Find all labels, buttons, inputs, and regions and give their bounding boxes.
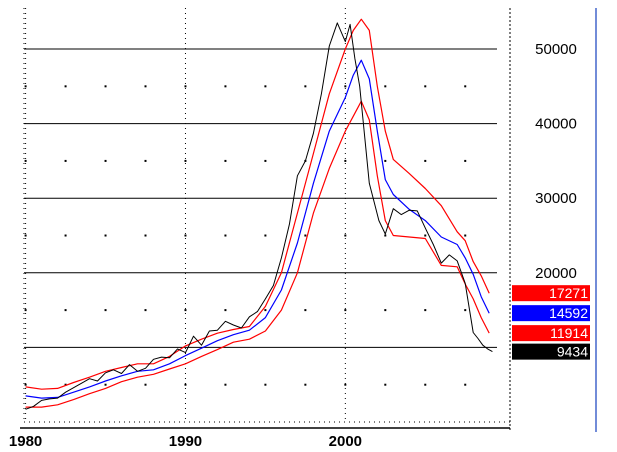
y-axis-tick-labels: 20000 30000 40000 50000 (535, 41, 577, 282)
plot-frame (20, 8, 597, 432)
minor-grid-dot (384, 85, 387, 88)
minor-grid-dot (464, 234, 467, 237)
minor-grid-dot (64, 309, 67, 312)
grid-layer (24, 8, 497, 422)
value-tag: 9434 (512, 343, 590, 360)
minor-grid-dot (464, 383, 467, 386)
minor-grid-dot (304, 234, 307, 237)
minor-grid-dot (64, 159, 67, 162)
minor-grid-dot (64, 85, 67, 88)
value-tag: 14592 (512, 305, 590, 322)
y-tick-label: 40000 (535, 116, 577, 133)
minor-grid-dot (264, 309, 267, 312)
minor-grid-dot (264, 383, 267, 386)
y-tick-label: 20000 (535, 265, 577, 282)
minor-grid-dot (424, 309, 427, 312)
x-tick-label: 1990 (169, 433, 202, 450)
series-line-0 (25, 22, 493, 410)
minor-grid-dot (184, 159, 187, 162)
minor-grid-dot (464, 159, 467, 162)
minor-grid-dot (224, 309, 227, 312)
minor-grid-dot (264, 159, 267, 162)
minor-grid-dot (344, 309, 347, 312)
y-tick-label: 50000 (535, 41, 577, 58)
minor-grid-dot (224, 383, 227, 386)
minor-grid-dot (264, 234, 267, 237)
minor-grid-dot (184, 383, 187, 386)
value-tags: 17271 14592 11914 9434 (512, 285, 590, 360)
minor-grid-dot (24, 383, 27, 386)
series-line-1 (25, 59, 490, 399)
minor-grid-dot (264, 85, 267, 88)
minor-grid-dot (24, 234, 27, 237)
minor-grid-dot (424, 383, 427, 386)
value-tag-bg (512, 285, 590, 302)
minor-grid-dot (344, 234, 347, 237)
minor-grid-dot (24, 159, 27, 162)
minor-grid-dot (304, 85, 307, 88)
minor-grid-dot (224, 234, 227, 237)
series-line-2 (25, 18, 490, 390)
minor-grid-dot (144, 309, 147, 312)
minor-grid-dot (104, 383, 107, 386)
value-tag-label: 11914 (550, 325, 588, 341)
minor-grid-dot (184, 309, 187, 312)
minor-grid-dot (104, 309, 107, 312)
minor-grid-dot (464, 309, 467, 312)
minor-grid-dot (464, 85, 467, 88)
minor-grid-dot (384, 234, 387, 237)
series-line-3 (25, 100, 490, 408)
value-tag-label: 14592 (549, 305, 588, 321)
minor-grid-dot (184, 234, 187, 237)
minor-grid-dot (24, 85, 27, 88)
minor-grid-dot (24, 309, 27, 312)
minor-grid-dot (144, 383, 147, 386)
x-axis-tick-labels: 1980 1990 2000 (9, 433, 362, 450)
minor-grid-dot (304, 383, 307, 386)
minor-grid-dot (384, 383, 387, 386)
minor-grid-dot (384, 309, 387, 312)
value-tag-bg (512, 325, 590, 342)
minor-grid-dot (64, 234, 67, 237)
value-tag: 11914 (512, 325, 590, 342)
series-layer (25, 18, 493, 410)
minor-grid-dot (344, 85, 347, 88)
minor-grid-dot (64, 383, 67, 386)
value-tag-bg (512, 305, 590, 322)
minor-grid-dot (104, 234, 107, 237)
minor-grid-dot (144, 234, 147, 237)
minor-grid-dot (344, 159, 347, 162)
value-tag-label: 9434 (557, 344, 588, 360)
minor-grid-dot (424, 85, 427, 88)
y-tick-label: 30000 (535, 190, 577, 207)
minor-grid-dot (104, 85, 107, 88)
minor-grid-dot (304, 309, 307, 312)
value-tag: 17271 (512, 285, 590, 302)
x-tick-label: 2000 (329, 433, 362, 450)
minor-grid-dot (104, 159, 107, 162)
minor-grid-dot (144, 85, 147, 88)
value-tag-bg (512, 343, 590, 360)
x-tick-label: 1980 (9, 433, 42, 450)
minor-grid-dot (224, 159, 227, 162)
minor-grid-dot (144, 159, 147, 162)
minor-grid-dot (424, 234, 427, 237)
minor-grid-dot (384, 159, 387, 162)
minor-grid-dot (224, 85, 227, 88)
minor-grid-dot (344, 383, 347, 386)
minor-grid-dot (184, 85, 187, 88)
minor-grid-dot (424, 159, 427, 162)
value-tag-label: 17271 (549, 285, 588, 301)
